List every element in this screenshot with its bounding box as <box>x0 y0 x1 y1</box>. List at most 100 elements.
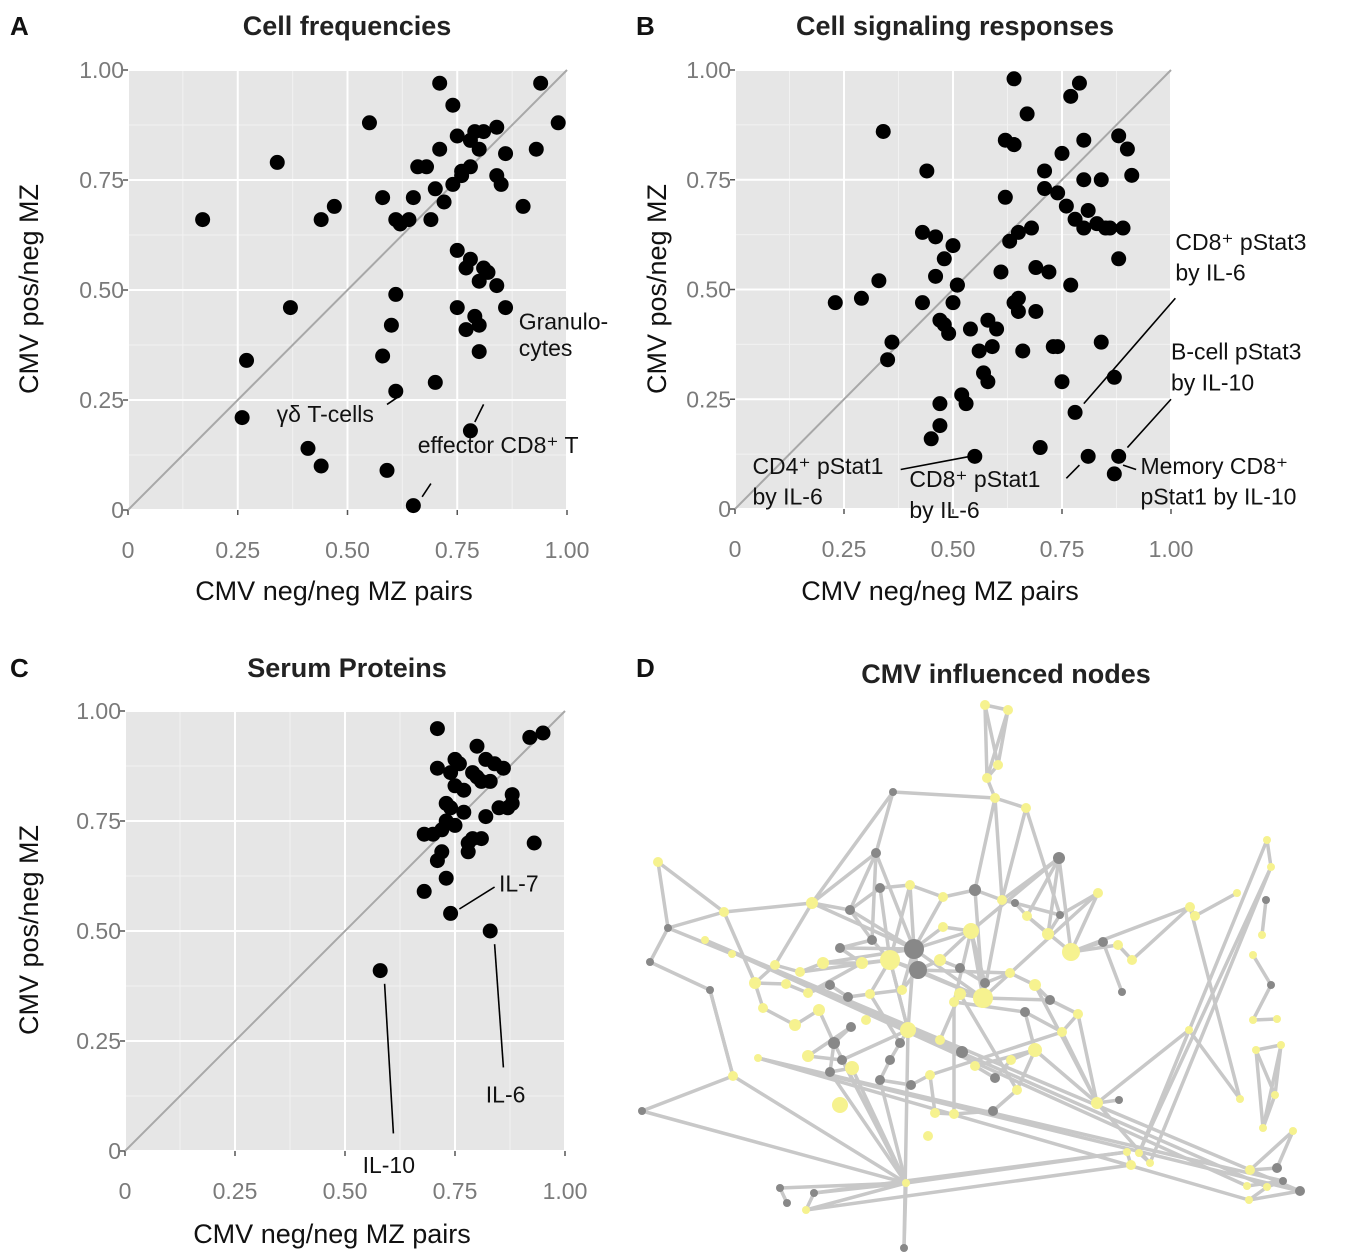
network-node <box>1259 1124 1267 1132</box>
network-node <box>828 1037 840 1049</box>
network-edge <box>1248 1129 1295 1172</box>
panel-a-y-tick-label: 1.00 <box>79 57 124 83</box>
network-node <box>990 1073 1000 1083</box>
network-edge <box>1273 1043 1283 1097</box>
panel-b-data-point <box>1080 448 1096 464</box>
panel-a-data-point <box>449 128 465 144</box>
panel-b-data-point <box>1124 167 1140 183</box>
network-node <box>997 895 1007 905</box>
network-node <box>810 1189 818 1197</box>
panel-b-annotation: by IL-10 <box>1171 369 1254 395</box>
network-node <box>969 884 981 896</box>
network-node <box>900 1022 916 1038</box>
network-node <box>1123 1148 1131 1156</box>
panel-b-data-point <box>936 251 952 267</box>
panel-a-data-point <box>436 194 452 210</box>
panel-c-y-tick-label: 1.00 <box>76 698 121 724</box>
network-node <box>776 1184 784 1192</box>
network-node <box>845 1061 859 1075</box>
network-edge <box>1048 998 1080 1016</box>
network-node <box>1056 911 1064 919</box>
network-node <box>1127 955 1137 965</box>
panel-c-annotation: IL-10 <box>363 1152 415 1178</box>
network-node <box>1126 1160 1136 1170</box>
panel-b-annotation: by IL-6 <box>909 497 979 523</box>
network-edge <box>1013 901 1062 917</box>
panel-a-data-point <box>462 251 478 267</box>
panel-a-annotation: effector CD8⁺ T <box>418 432 579 458</box>
network-node <box>955 963 965 973</box>
network-edge <box>806 961 864 995</box>
network-edge <box>761 1006 797 1027</box>
panel-d-title: CMV influenced nodes <box>861 659 1151 689</box>
network-edge <box>916 968 1012 975</box>
panel-a-data-point <box>313 458 329 474</box>
network-edge <box>928 1030 1064 1077</box>
panel-b-data-point <box>1080 202 1096 218</box>
network-node <box>728 1071 738 1081</box>
panel-c-annotation-leader <box>458 886 496 910</box>
panel-b-data-point <box>1076 220 1092 236</box>
panel-c-data-point <box>443 800 459 816</box>
panel-b-data-point <box>989 321 1005 337</box>
panel-c-data-point <box>535 725 551 741</box>
panel-a-data-point <box>533 75 549 91</box>
panel-a-title: Cell frequencies <box>243 11 452 41</box>
network-edge <box>878 886 892 962</box>
panel-c-y-tick-label: 0.75 <box>76 808 121 834</box>
panel-b-data-point <box>1106 369 1122 385</box>
network-edge <box>1000 806 1028 902</box>
panel-a-data-point <box>445 97 461 113</box>
panel-b-x-tick-label: 0.50 <box>931 536 976 562</box>
network-node <box>832 1097 848 1113</box>
network-node <box>1012 1085 1022 1095</box>
panel-a-data-point <box>326 198 342 214</box>
panel-b-data-point <box>1063 88 1079 104</box>
panel-a-y-tick-label: 0.50 <box>79 277 124 303</box>
panel-a-data-point <box>515 198 531 214</box>
network-node <box>909 961 927 979</box>
network-edge <box>888 883 912 962</box>
panel-b-data-point <box>962 321 978 337</box>
panel-b-x-tick-label: 1.00 <box>1149 536 1194 562</box>
panel-b-data-point <box>1119 141 1135 157</box>
panel-a-data-point <box>388 383 404 399</box>
network-node <box>956 1046 968 1058</box>
panel-b-data-point <box>1076 132 1092 148</box>
panel-a-data-point <box>269 154 285 170</box>
network-node <box>843 992 853 1002</box>
network-node <box>897 985 907 995</box>
panel-b-x-tick-label: 0 <box>729 536 742 562</box>
network-edge <box>908 883 916 951</box>
panel-b-data-point <box>1071 75 1087 91</box>
network-node <box>795 967 805 977</box>
network-node <box>1243 1182 1251 1190</box>
network-node <box>1028 1043 1042 1057</box>
network-edge <box>1187 1028 1242 1101</box>
network-edge <box>1254 1048 1265 1130</box>
network-edge <box>1033 983 1099 1105</box>
network-edge <box>648 926 670 964</box>
network-edge <box>908 883 945 899</box>
panel-a-data-point <box>375 348 391 364</box>
network-node <box>664 924 672 932</box>
panel-c-data-point <box>429 721 445 737</box>
network-node <box>1135 1149 1143 1157</box>
panel-b-y-tick-label: 1.00 <box>686 57 731 83</box>
panel-a-data-point <box>432 141 448 157</box>
panel-a-y-tick-label: 0 <box>111 497 124 523</box>
network-node <box>982 773 992 783</box>
panel-a-annotation: Granulo- <box>519 309 608 335</box>
network-node <box>1295 1186 1305 1196</box>
panel-b-data-point <box>928 229 944 245</box>
network-node <box>1262 896 1270 904</box>
network-node <box>1053 852 1065 864</box>
network-node <box>954 988 966 1000</box>
network-node <box>1118 988 1126 996</box>
panel-c-data-point <box>478 809 494 825</box>
panel-c-data-point <box>522 729 538 745</box>
panel-b-data-point <box>1015 343 1031 359</box>
network-node <box>1029 979 1041 991</box>
network-edge <box>1095 1028 1191 1105</box>
network-node <box>875 1075 885 1085</box>
